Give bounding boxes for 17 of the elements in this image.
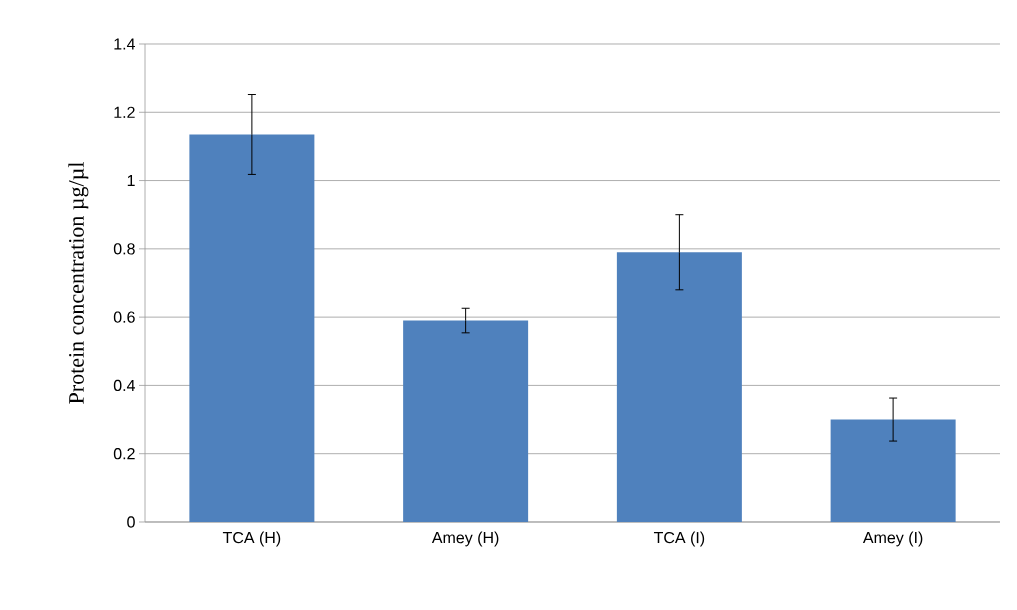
x-tick-label: TCA (H) (222, 531, 281, 547)
y-tick-label: 0 (127, 516, 135, 528)
y-tick-label: 0.6 (113, 311, 135, 323)
y-tick-label: 1.2 (114, 106, 135, 118)
x-tick-label: Amey (I) (862, 531, 923, 547)
y-tick-label: 0.2 (113, 448, 135, 460)
y-axis-title: Protein concentration µg/µl (68, 162, 89, 404)
bar (189, 134, 315, 522)
x-tick-label: Amey (H) (431, 531, 499, 547)
y-tick-label: 0.8 (113, 243, 135, 255)
y-tick-label: 1 (127, 175, 135, 187)
y-tick-label: 0.4 (113, 379, 135, 392)
bar (403, 320, 529, 522)
bar (616, 252, 742, 522)
x-tick-label: TCA (I) (653, 531, 705, 547)
bar (830, 419, 956, 522)
y-tick-label: 1.4 (114, 38, 135, 50)
